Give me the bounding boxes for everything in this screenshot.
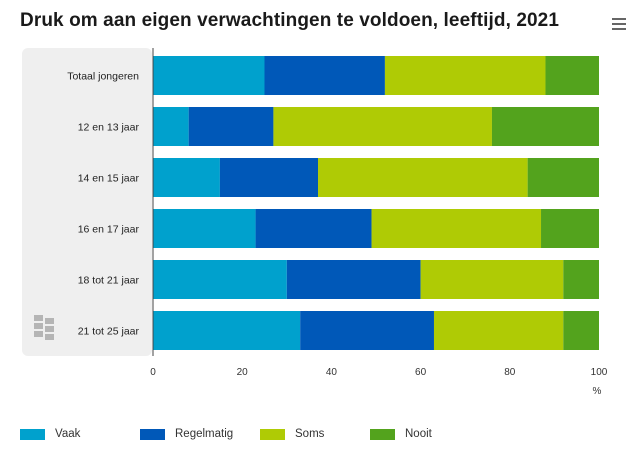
bar-vaak-2[interactable]: [153, 158, 220, 197]
legend-item-vaak[interactable]: Vaak: [20, 428, 140, 440]
bar-soms-5[interactable]: [433, 311, 564, 350]
legend-swatch: [370, 428, 395, 440]
legend-label: Regelmatig: [175, 428, 234, 440]
bar-regelmatig-3[interactable]: [255, 209, 372, 248]
bar-regelmatig-0[interactable]: [264, 56, 385, 95]
category-label: 14 en 15 jaar: [78, 173, 140, 185]
x-tick-label: 40: [326, 367, 338, 378]
legend-swatch: [260, 428, 285, 440]
bar-vaak-1[interactable]: [153, 107, 189, 146]
bar-soms-0[interactable]: [384, 56, 546, 95]
legend-label: Soms: [295, 428, 325, 440]
hamburger-icon[interactable]: [612, 18, 626, 31]
bar-vaak-3[interactable]: [153, 209, 256, 248]
bars-group: [153, 56, 599, 350]
bar-regelmatig-5[interactable]: [300, 311, 434, 350]
category-label: 18 tot 21 jaar: [78, 275, 140, 287]
bar-nooit-3[interactable]: [541, 209, 599, 248]
bar-soms-1[interactable]: [273, 107, 492, 146]
bar-soms-3[interactable]: [371, 209, 542, 248]
legend-item-regelmatig[interactable]: Regelmatig: [140, 428, 260, 440]
x-tick-label: 80: [504, 367, 516, 378]
legend-swatch: [20, 428, 45, 440]
legend-label: Nooit: [405, 428, 432, 440]
bar-nooit-0[interactable]: [545, 56, 599, 95]
x-tick-label: 60: [415, 367, 427, 378]
category-panel: [22, 48, 152, 356]
legend-swatch: [140, 428, 165, 440]
cbs-logo-icon: [34, 315, 54, 340]
bar-nooit-4[interactable]: [563, 260, 599, 299]
legend-item-nooit[interactable]: Nooit: [370, 428, 450, 440]
chart-title: Druk om aan eigen verwachtingen te voldo…: [20, 10, 560, 31]
bar-regelmatig-1[interactable]: [188, 107, 274, 146]
bar-regelmatig-4[interactable]: [286, 260, 421, 299]
stacked-bar-chart: Totaal jongeren 12 en 13 jaar 14 en 15 jaa…: [22, 48, 608, 397]
legend-item-soms[interactable]: Soms: [260, 428, 370, 440]
bar-nooit-5[interactable]: [563, 311, 599, 350]
bar-nooit-1[interactable]: [491, 107, 599, 146]
bar-vaak-0[interactable]: [153, 56, 265, 95]
legend: Vaak Regelmatig Soms Nooit: [20, 424, 450, 444]
category-label: Totaal jongeren: [67, 71, 139, 83]
legend-label: Vaak: [55, 428, 81, 440]
x-tick-label: 20: [237, 367, 249, 378]
bar-soms-2[interactable]: [318, 158, 528, 197]
x-tick-label: 100: [591, 367, 608, 378]
bar-vaak-4[interactable]: [153, 260, 287, 299]
category-label: 16 en 17 jaar: [78, 224, 140, 236]
x-unit-label: %: [593, 386, 602, 397]
bar-regelmatig-2[interactable]: [219, 158, 319, 197]
bar-nooit-2[interactable]: [527, 158, 599, 197]
x-tick-label: 0: [150, 367, 156, 378]
category-label: 21 tot 25 jaar: [78, 326, 140, 338]
bar-soms-4[interactable]: [420, 260, 564, 299]
x-tick-labels: 0 20 40 60 80 100: [150, 367, 608, 378]
bar-vaak-5[interactable]: [153, 311, 301, 350]
category-label: 12 en 13 jaar: [78, 122, 140, 134]
category-labels: Totaal jongeren 12 en 13 jaar 14 en 15 jaa…: [67, 71, 139, 338]
